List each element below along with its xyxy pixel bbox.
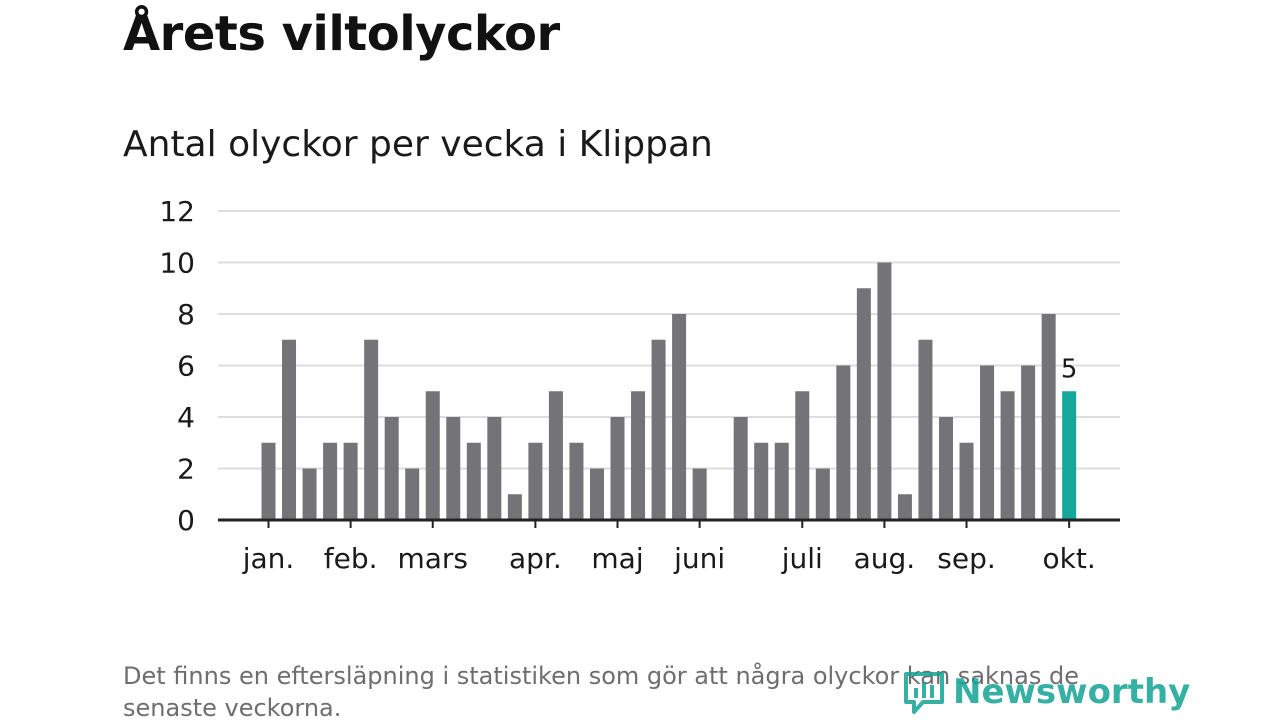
bars xyxy=(261,262,1077,520)
y-axis-ticks: 0 2 4 6 8 10 12 xyxy=(159,195,195,537)
bar xyxy=(507,494,522,520)
x-tick-label: feb. xyxy=(324,542,378,575)
bar xyxy=(282,339,297,520)
bar xyxy=(754,442,769,520)
bar xyxy=(446,417,461,520)
bar xyxy=(959,442,974,520)
x-tick-label: apr. xyxy=(509,542,562,575)
bar xyxy=(466,442,481,520)
bar xyxy=(918,339,933,520)
bar-highlight xyxy=(1062,391,1077,520)
bar xyxy=(261,442,276,520)
annotations: 5 xyxy=(1061,354,1078,384)
y-tick-label: 4 xyxy=(177,401,195,434)
brand-name: Newsworthy xyxy=(953,672,1191,712)
y-tick-label: 0 xyxy=(177,504,195,537)
y-tick-label: 12 xyxy=(159,195,195,228)
highlight-value-label: 5 xyxy=(1061,354,1078,384)
chart-title: Årets viltolyckor xyxy=(123,6,560,62)
x-tick-label: juni xyxy=(673,542,725,575)
bar xyxy=(692,468,707,520)
bar xyxy=(323,442,338,520)
bar xyxy=(672,314,687,520)
bar xyxy=(836,365,851,520)
bar xyxy=(343,442,358,520)
bar xyxy=(1000,391,1015,520)
bar-chart: 0 2 4 6 8 10 12 jan. feb. mars apr. maj juni juli aug… xyxy=(159,195,1120,575)
bar xyxy=(384,417,399,520)
bar xyxy=(610,417,625,520)
x-tick-label: mars xyxy=(397,542,468,575)
bar xyxy=(815,468,830,520)
x-tick-label: maj xyxy=(591,542,643,575)
bar xyxy=(425,391,440,520)
x-tick-label: jan. xyxy=(242,542,295,575)
newsworthy-icon xyxy=(904,672,944,714)
bar xyxy=(548,391,563,520)
x-tick-label: juli xyxy=(781,542,823,575)
bar xyxy=(980,365,995,520)
bar xyxy=(795,391,810,520)
bar xyxy=(774,442,789,520)
bar xyxy=(938,417,953,520)
bar xyxy=(487,417,502,520)
bar xyxy=(897,494,912,520)
bar xyxy=(405,468,420,520)
x-tick-label: aug. xyxy=(854,542,916,575)
x-tick-label: sep. xyxy=(937,542,996,575)
bar xyxy=(877,262,892,520)
bar xyxy=(589,468,604,520)
x-tick-label: okt. xyxy=(1043,542,1096,575)
x-axis-ticks: jan. feb. mars apr. maj juni juli aug. sep. okt. xyxy=(242,520,1096,575)
y-tick-label: 8 xyxy=(177,298,195,331)
bar xyxy=(1041,314,1056,520)
y-tick-label: 10 xyxy=(159,247,195,280)
chart-subtitle: Antal olyckor per vecka i Klippan xyxy=(123,124,713,165)
newsworthy-logo: Newsworthy xyxy=(903,668,1190,716)
bar xyxy=(569,442,584,520)
bar xyxy=(733,417,748,520)
bar xyxy=(302,468,317,520)
bar xyxy=(856,288,871,520)
bar xyxy=(1021,365,1036,520)
y-tick-label: 2 xyxy=(177,453,195,486)
bar xyxy=(631,391,646,520)
y-tick-label: 6 xyxy=(177,350,195,383)
bar xyxy=(364,339,379,520)
bar xyxy=(651,339,666,520)
bar xyxy=(528,442,543,520)
